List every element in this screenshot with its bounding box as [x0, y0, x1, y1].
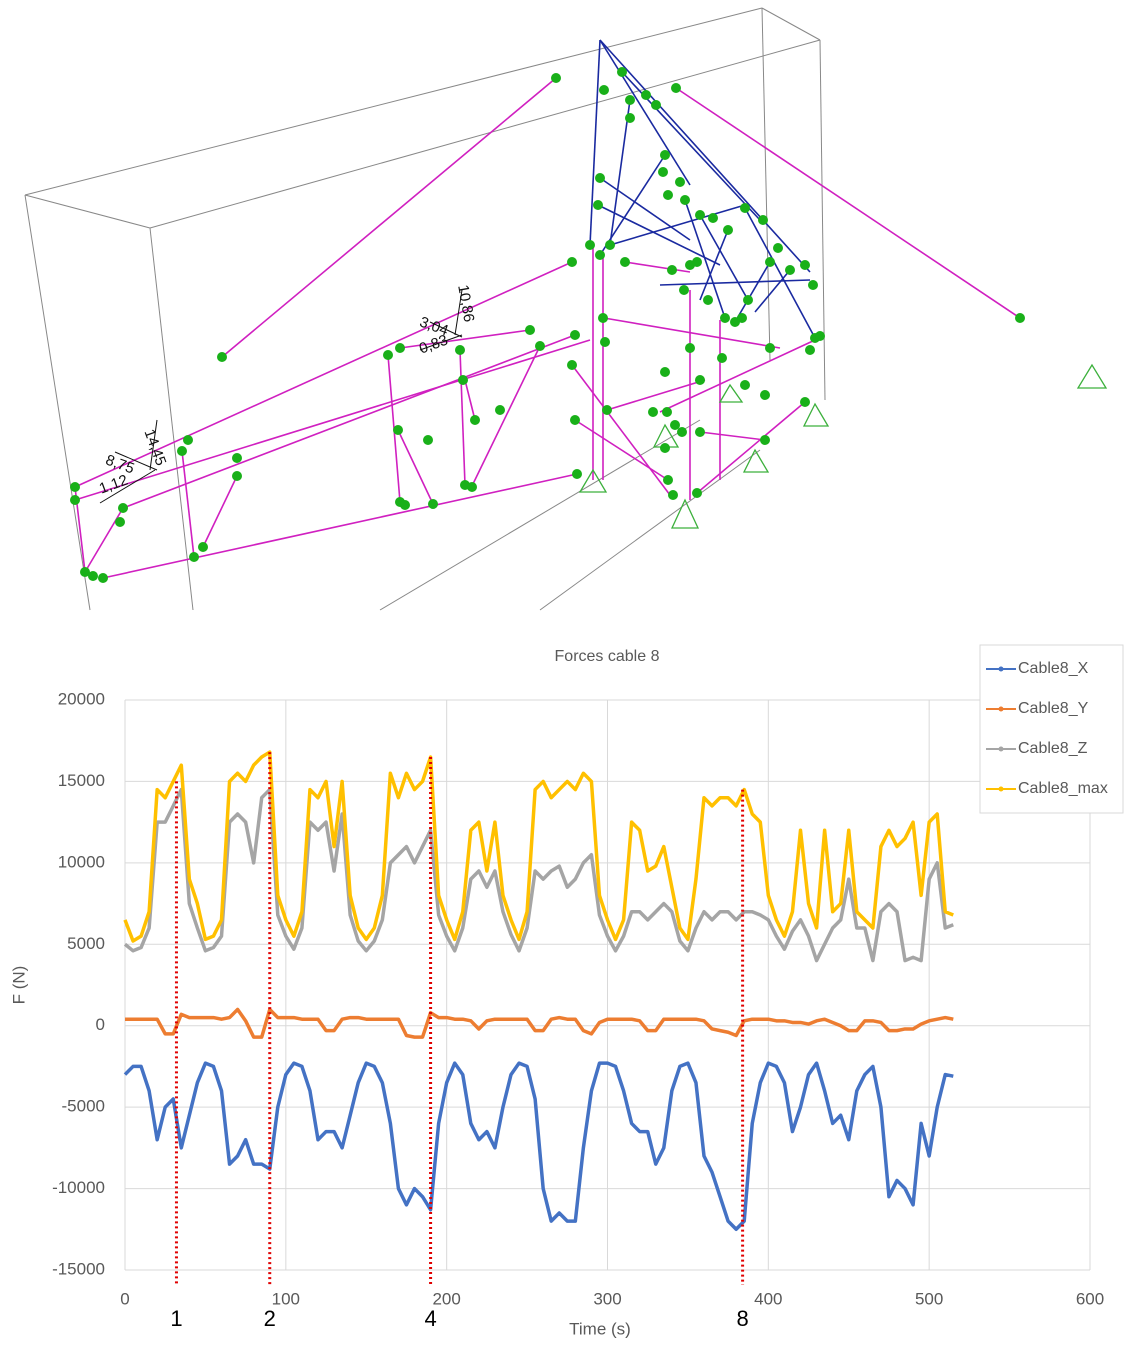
y-tick-label: 20000	[58, 689, 105, 708]
structure-diagram: 14,45 8,75 1,12 10,86 3,04 0,83	[24, 7, 1108, 611]
legend-swatch-marker	[998, 786, 1004, 792]
y-tick-label: -5000	[62, 1097, 105, 1116]
x-tick-label: 0	[120, 1289, 129, 1308]
x-tick-label: 200	[432, 1289, 460, 1308]
dimension-line	[429, 321, 463, 338]
tower	[589, 39, 816, 339]
legend-swatch-marker	[998, 746, 1004, 752]
series-line	[123, 1061, 954, 1232]
legend-box	[979, 644, 1124, 814]
y-tick-label: 0	[96, 1015, 105, 1034]
y-tick-label: 10000	[58, 852, 105, 871]
legend-swatch-marker	[998, 706, 1004, 712]
y-tick-label: 15000	[58, 771, 105, 790]
cables	[74, 77, 1021, 579]
dimension-line	[419, 334, 463, 351]
chart-title: Forces cable 8	[555, 648, 660, 665]
dimension-line	[149, 419, 158, 471]
x-tick-label: 400	[754, 1289, 782, 1308]
supports	[578, 363, 1108, 529]
series-line	[123, 750, 954, 943]
x-tick-label: 500	[915, 1289, 943, 1308]
bounding-box	[24, 7, 826, 611]
series-line	[125, 1007, 954, 1039]
dimension-label: 10,86	[454, 283, 477, 323]
x-tick-label: 100	[272, 1289, 300, 1308]
annotation-label: 4	[424, 1306, 436, 1331]
legend-label: Cable8_Y	[1018, 700, 1089, 717]
x-tick-label: 600	[1076, 1289, 1104, 1308]
nodes	[70, 67, 1025, 583]
dimension-line	[99, 469, 156, 504]
dimension-line	[454, 289, 463, 336]
x-tick-label: 300	[593, 1289, 621, 1308]
legend-label: Cable8_X	[1018, 660, 1089, 677]
annotation-label: 1	[170, 1306, 182, 1331]
dimension-line	[114, 451, 158, 471]
dimension-label: 0,83	[417, 332, 450, 358]
y-axis-label: F (N)	[9, 966, 28, 1005]
legend-label: Cable8_Z	[1018, 740, 1088, 757]
dimension-label: 14,45	[141, 427, 170, 468]
legend-label: Cable8_max	[1018, 780, 1108, 797]
series-line	[123, 787, 954, 963]
legend-swatch-marker	[998, 666, 1004, 672]
y-tick-label: -10000	[52, 1178, 105, 1197]
y-tick-label: -15000	[52, 1259, 105, 1278]
x-axis-label: Time (s)	[569, 1319, 631, 1338]
chart: Forces cable 8 Time (s) F (N) -15000 -100…	[9, 644, 1124, 1338]
annotation-label: 8	[736, 1306, 748, 1331]
annotation-label: 2	[264, 1306, 276, 1331]
y-tick-label: 5000	[67, 934, 105, 953]
